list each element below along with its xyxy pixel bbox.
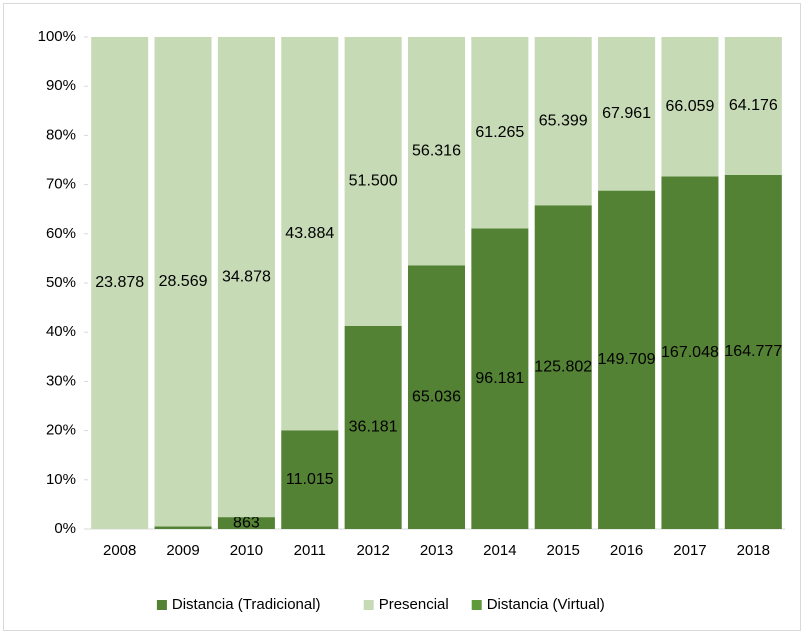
bar-segment bbox=[534, 205, 592, 529]
data-label: 67.961 bbox=[602, 105, 651, 122]
data-label: 61.265 bbox=[475, 124, 524, 141]
data-label: 66.059 bbox=[665, 98, 714, 115]
x-tick-label: 2009 bbox=[166, 542, 199, 559]
legend-swatch bbox=[156, 600, 167, 610]
bar-segment bbox=[598, 190, 656, 529]
bar-segment bbox=[217, 517, 275, 529]
data-label: 149.709 bbox=[598, 351, 656, 368]
bar-segment bbox=[344, 37, 402, 326]
bar-segment bbox=[661, 176, 719, 530]
legend-label: Presencial bbox=[379, 596, 449, 613]
data-label: 65.036 bbox=[412, 388, 461, 405]
legend-swatch bbox=[363, 600, 374, 610]
data-label: 863 bbox=[233, 514, 260, 531]
data-label: 125.802 bbox=[534, 358, 592, 375]
x-tick-label: 2008 bbox=[103, 542, 136, 559]
bar-segment bbox=[471, 37, 529, 229]
bar-segment bbox=[471, 228, 529, 529]
data-label: 64.176 bbox=[729, 97, 778, 114]
data-label: 43.884 bbox=[285, 225, 334, 242]
data-label: 51.500 bbox=[349, 173, 398, 190]
bar-segment bbox=[724, 37, 782, 175]
x-tick-label: 2012 bbox=[356, 542, 389, 559]
bar-segment bbox=[344, 325, 402, 529]
x-tick-label: 2015 bbox=[547, 542, 580, 559]
bar-segment bbox=[661, 37, 719, 177]
bar-segment bbox=[598, 37, 656, 191]
bar-segment bbox=[91, 37, 149, 529]
x-tick-label: 2013 bbox=[420, 542, 453, 559]
bar-segment bbox=[154, 526, 212, 529]
bar-segment bbox=[281, 430, 339, 529]
legend-swatch bbox=[471, 600, 482, 610]
data-label: 23.878 bbox=[95, 274, 144, 291]
data-label: 164.777 bbox=[724, 343, 782, 360]
data-label: 34.878 bbox=[222, 268, 271, 285]
y-tick-label: 30% bbox=[46, 372, 76, 389]
data-label: 96.181 bbox=[475, 370, 524, 387]
data-label: 56.316 bbox=[412, 142, 461, 159]
bar-segment bbox=[724, 174, 782, 529]
y-tick-label: 10% bbox=[46, 471, 76, 488]
bar-segment bbox=[281, 37, 339, 431]
y-tick-label: 90% bbox=[46, 77, 76, 94]
data-label: 11.015 bbox=[286, 471, 334, 488]
y-tick-label: 20% bbox=[46, 422, 76, 439]
y-tick-label: 80% bbox=[46, 126, 76, 143]
legend-label: Distancia (Virtual) bbox=[487, 596, 605, 613]
data-label: 65.399 bbox=[539, 112, 588, 129]
data-label: 167.048 bbox=[661, 344, 719, 361]
y-tick-label: 60% bbox=[46, 225, 76, 242]
bar-segment bbox=[407, 37, 466, 266]
data-label: 36.181 bbox=[349, 419, 398, 436]
x-tick-label: 2016 bbox=[610, 542, 643, 559]
x-tick-label: 2014 bbox=[483, 542, 516, 559]
x-tick-label: 2010 bbox=[230, 542, 263, 559]
y-tick-label: 70% bbox=[46, 176, 76, 193]
y-tick-label: 100% bbox=[38, 28, 76, 45]
x-tick-label: 2011 bbox=[294, 542, 326, 559]
legend-label: Distancia (Tradicional) bbox=[172, 596, 321, 613]
y-tick-label: 50% bbox=[46, 274, 76, 291]
x-tick-label: 2018 bbox=[737, 542, 770, 559]
bar-segment bbox=[154, 37, 212, 527]
y-tick-label: 40% bbox=[46, 323, 76, 340]
y-tick-label: 0% bbox=[54, 520, 76, 537]
data-label: 28.569 bbox=[159, 273, 208, 290]
bar-segment bbox=[534, 37, 592, 206]
bar-segment bbox=[407, 265, 466, 529]
x-tick-label: 2017 bbox=[673, 542, 706, 559]
bar-segment bbox=[217, 37, 275, 518]
